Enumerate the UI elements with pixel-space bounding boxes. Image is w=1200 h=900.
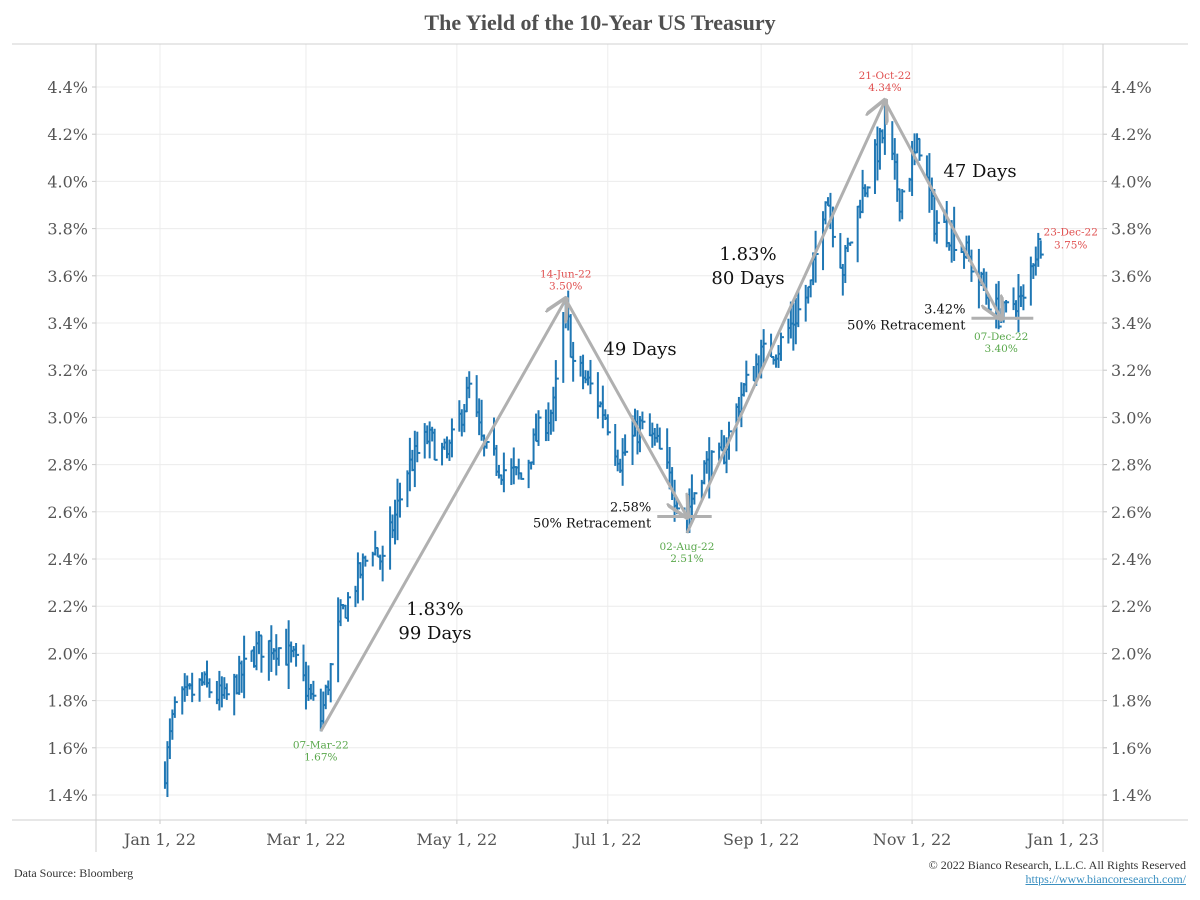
website-link[interactable]: https://www.biancoresearch.com/ xyxy=(1025,872,1186,886)
y-tick-label-left: 3.6% xyxy=(47,267,88,286)
y-tick-label-left: 2.4% xyxy=(47,550,88,569)
retracement-label: 50% Retracement xyxy=(847,318,966,333)
chart-title: The Yield of the 10-Year US Treasury xyxy=(424,10,776,35)
x-tick-label: Jan 1, 22 xyxy=(122,830,196,849)
y-tick-label-left: 2.6% xyxy=(47,503,88,522)
y-tick-label-left: 3.2% xyxy=(47,361,88,380)
trend-label: 99 Days xyxy=(398,623,471,644)
y-tick-label-left: 1.8% xyxy=(47,692,88,711)
y-tick-label-left: 4.2% xyxy=(47,125,88,144)
y-tick-label-right: 4.4% xyxy=(1111,78,1152,97)
trend-arrow xyxy=(883,100,1001,318)
extreme-value-label: 2.51% xyxy=(670,553,703,565)
trend-label: 1.83% xyxy=(719,244,776,265)
y-tick-label-left: 1.6% xyxy=(47,739,88,758)
x-tick-label: May 1, 22 xyxy=(416,830,497,849)
extreme-date-label: 07-Mar-22 xyxy=(293,739,349,751)
y-tick-label-left: 1.4% xyxy=(47,786,88,805)
trend-label: 49 Days xyxy=(603,339,676,360)
copyright-block: © 2022 Bianco Research, L.L.C. All Right… xyxy=(929,858,1186,886)
extreme-value-label: 3.50% xyxy=(549,280,582,292)
x-tick-label: Jul 1, 22 xyxy=(572,830,642,849)
extreme-value-label: 3.40% xyxy=(984,343,1017,355)
x-tick-label: Sep 1, 22 xyxy=(723,830,799,849)
y-tick-label-right: 1.4% xyxy=(1111,786,1152,805)
trend-arrow xyxy=(564,298,687,516)
y-tick-label-left: 3.8% xyxy=(47,220,88,239)
x-tick-label: Nov 1, 22 xyxy=(873,830,951,849)
y-tick-label-left: 2.8% xyxy=(47,456,88,475)
data-source: Data Source: Bloomberg xyxy=(14,866,134,880)
extreme-value-label: 4.34% xyxy=(868,82,901,94)
y-tick-label-left: 4.0% xyxy=(47,172,88,191)
y-tick-label-right: 1.8% xyxy=(1111,692,1152,711)
x-tick-label: Jan 1, 23 xyxy=(1025,830,1099,849)
y-tick-label-left: 2.2% xyxy=(47,597,88,616)
trend-label: 80 Days xyxy=(711,268,784,289)
ohlc-bars xyxy=(163,101,1044,798)
trend-arrow xyxy=(685,101,885,534)
axes: 1.4% 1.4% 1.6% 1.6% 1.8% 1.8% 2.0% 2.0% 2.2% 2.2%… xyxy=(12,43,1188,852)
y-tick-label-right: 1.6% xyxy=(1111,739,1152,758)
extreme-value-label: 1.67% xyxy=(304,751,337,763)
retracement-label: 50% Retracement xyxy=(533,517,652,532)
retracement-value-label: 2.58% xyxy=(610,501,651,516)
extreme-date-label: 23-Dec-22 xyxy=(1044,226,1098,238)
y-tick-label-right: 2.0% xyxy=(1111,644,1152,663)
y-tick-label-right: 2.6% xyxy=(1111,503,1152,522)
x-tick-label: Mar 1, 22 xyxy=(266,830,345,849)
y-tick-label-right: 3.4% xyxy=(1111,314,1152,333)
y-tick-label-left: 3.4% xyxy=(47,314,88,333)
y-tick-label-right: 4.0% xyxy=(1111,172,1152,191)
extreme-value-label: 3.75% xyxy=(1054,239,1087,251)
retracement-value-label: 3.42% xyxy=(924,302,965,317)
y-tick-label-right: 2.4% xyxy=(1111,550,1152,569)
y-tick-label-right: 3.2% xyxy=(1111,361,1152,380)
trend-arrow xyxy=(319,299,566,733)
extreme-date-label: 14-Jun-22 xyxy=(540,268,592,280)
trend-label: 1.83% xyxy=(406,599,463,620)
y-tick-label-right: 2.2% xyxy=(1111,597,1152,616)
y-tick-label-right: 3.6% xyxy=(1111,267,1152,286)
extreme-date-label: 07-Dec-22 xyxy=(974,331,1028,343)
trend-label: 47 Days xyxy=(943,161,1016,182)
y-tick-label-left: 4.4% xyxy=(47,78,88,97)
y-tick-label-right: 4.2% xyxy=(1111,125,1152,144)
y-tick-label-right: 2.8% xyxy=(1111,456,1152,475)
y-tick-label-right: 3.0% xyxy=(1111,408,1152,427)
gridlines xyxy=(96,44,1103,820)
extreme-date-label: 02-Aug-22 xyxy=(660,541,715,553)
y-tick-label-left: 2.0% xyxy=(47,644,88,663)
extreme-date-label: 21-Oct-22 xyxy=(859,70,912,82)
y-tick-label-left: 3.0% xyxy=(47,408,88,427)
copyright-text: © 2022 Bianco Research, L.L.C. All Right… xyxy=(928,858,1186,872)
y-tick-label-right: 3.8% xyxy=(1111,220,1152,239)
